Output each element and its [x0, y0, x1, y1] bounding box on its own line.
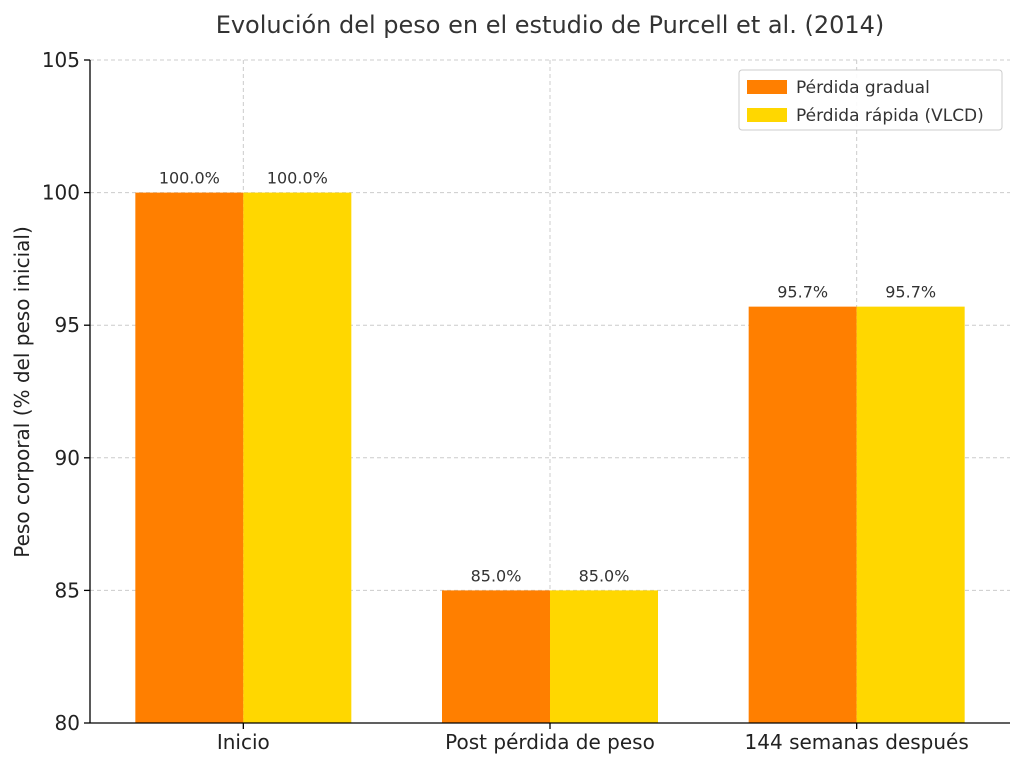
data-label: 95.7% [885, 283, 936, 302]
x-tick-label: Inicio [217, 730, 270, 754]
ticks: 80 85 90 95 100 105 Inicio Post pérdida de peso… [42, 48, 969, 754]
y-tick-label: 100 [42, 181, 80, 205]
x-tick-label: 144 semanas después [745, 730, 969, 754]
y-tick-label: 80 [55, 711, 80, 735]
data-label: 95.7% [777, 283, 828, 302]
legend-box [738, 69, 1003, 131]
data-label: 85.0% [471, 566, 522, 585]
bar-rapida-1 [243, 192, 352, 724]
legend-swatch [747, 108, 787, 122]
bar-rapida-2 [550, 590, 658, 723]
legend-swatch [747, 80, 787, 94]
bar-gradual-1 [135, 192, 244, 724]
data-label: 100.0% [159, 169, 220, 188]
chart-title: Evolución del peso en el estudio de Purc… [216, 11, 885, 39]
data-label: 85.0% [579, 566, 630, 585]
bar-rapida-3 [856, 306, 965, 723]
bars [135, 192, 965, 724]
legend: Pérdida gradual Pérdida rápida (VLCD) [738, 69, 1003, 131]
legend-label: Pérdida gradual [796, 78, 930, 98]
legend-label: Pérdida rápida (VLCD) [796, 106, 984, 126]
y-tick-label: 105 [42, 48, 80, 72]
y-axis-label: Peso corporal (% del peso inicial) [10, 226, 34, 558]
x-tick-label: Post pérdida de peso [445, 730, 655, 754]
data-label: 100.0% [267, 169, 328, 188]
bar-gradual-2 [442, 590, 550, 723]
bar-gradual-3 [748, 306, 857, 723]
y-tick-label: 85 [55, 578, 80, 602]
data-labels: 100.0% 85.0% 95.7% 100.0% 85.0% 95.7% [159, 169, 936, 586]
y-tick-label: 90 [55, 446, 80, 470]
y-tick-label: 95 [55, 313, 80, 337]
